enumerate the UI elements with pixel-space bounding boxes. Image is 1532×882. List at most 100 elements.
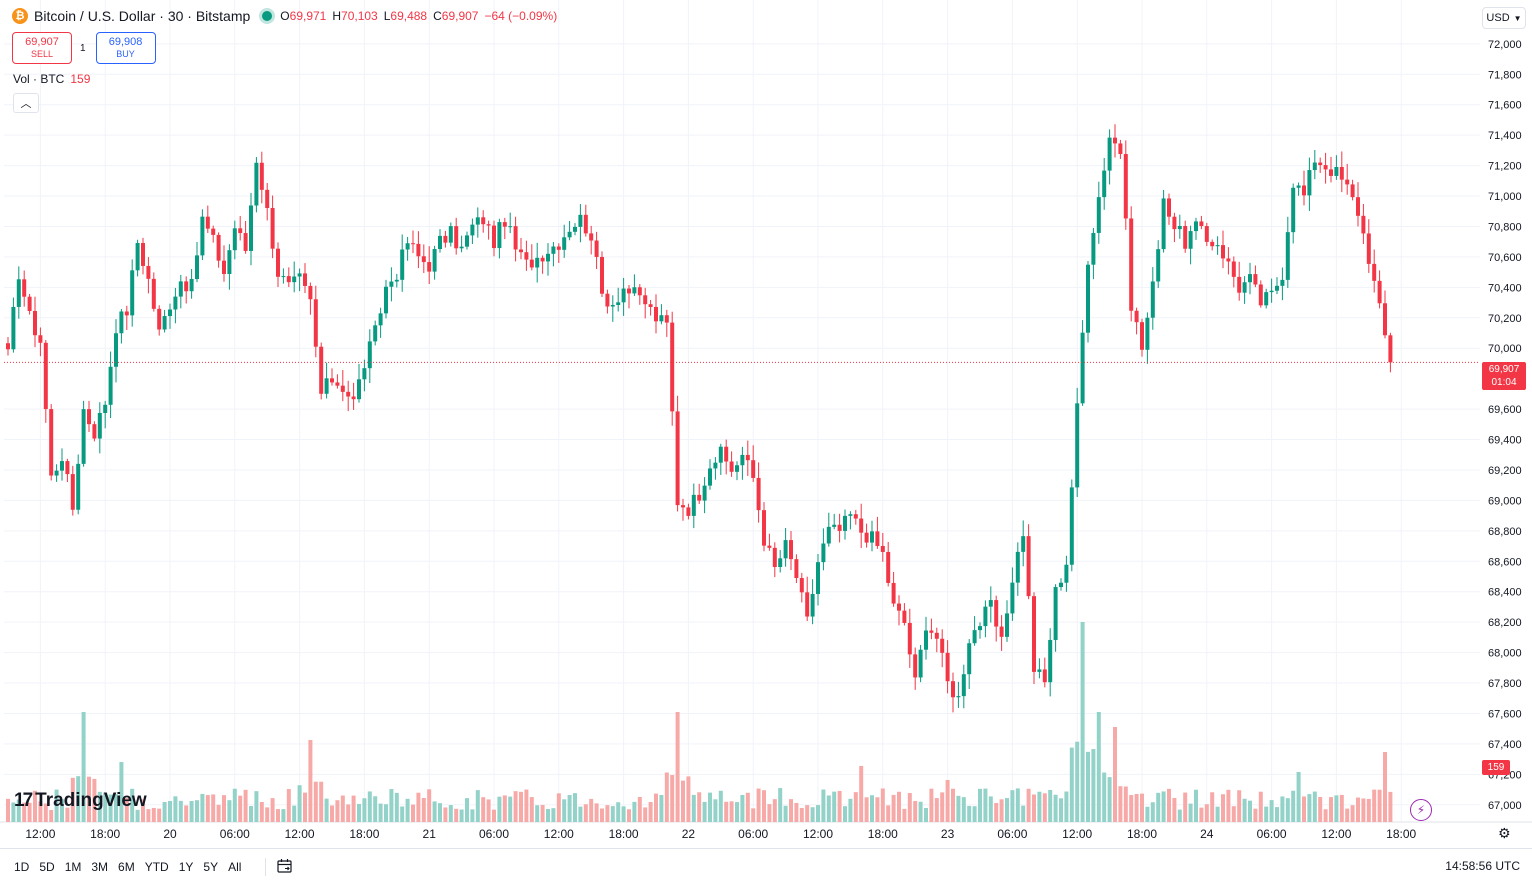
candle-body <box>189 279 194 292</box>
volume-bar <box>702 801 707 822</box>
candle-body <box>756 477 761 511</box>
range-6m[interactable]: 6M <box>118 860 135 874</box>
candle-body <box>6 343 10 350</box>
candle-body <box>697 494 702 501</box>
candle-body <box>421 256 426 263</box>
sell-price: 69,907 <box>25 36 59 48</box>
candle-body <box>16 279 21 307</box>
volume-bar <box>97 791 102 822</box>
candle-body <box>967 643 972 675</box>
market-open-icon <box>262 11 273 21</box>
candle-body <box>465 235 469 247</box>
range-ytd[interactable]: YTD <box>144 860 169 874</box>
settings-gear-icon[interactable]: ⚙ <box>1498 825 1511 841</box>
candle-body <box>934 632 939 639</box>
candle-body <box>38 335 43 343</box>
collapse-legend-button[interactable]: ︿ <box>13 93 39 113</box>
candle-body <box>151 278 156 309</box>
candle-body <box>1226 258 1231 262</box>
candle-body <box>691 494 696 516</box>
buy-button[interactable]: 69,908 BUY <box>95 32 156 64</box>
volume-bar <box>994 803 999 822</box>
volume-bar <box>303 792 307 822</box>
range-all[interactable]: All <box>228 860 242 874</box>
symbol-title[interactable]: Bitcoin / U.S. Dollar · 30 · Bitstamp <box>34 8 251 24</box>
candle-body <box>87 409 91 425</box>
volume-bar <box>114 794 118 822</box>
volume-bar <box>1010 790 1015 822</box>
candle-body <box>772 547 777 568</box>
y-tick-label: 71,400 <box>1488 130 1522 142</box>
range-5y[interactable]: 5Y <box>203 860 219 874</box>
candle-body <box>178 281 183 297</box>
volume-bar <box>1123 786 1128 822</box>
x-tick-label: 12:00 <box>803 827 833 841</box>
candle-body <box>940 638 945 653</box>
volume-bar <box>983 788 988 822</box>
volume-bar <box>1107 777 1112 822</box>
volume-bar <box>978 788 982 822</box>
candle-body <box>637 287 642 296</box>
candle-body <box>799 578 804 593</box>
candle-body <box>897 603 901 611</box>
candle-body <box>600 256 604 294</box>
candle-body <box>1113 137 1117 144</box>
candle-body <box>789 540 793 560</box>
candle-body <box>481 217 486 225</box>
range-buttons: 1D 5D 1M 3M 6M YTD 1Y 5Y All <box>10 858 245 876</box>
lightning-icon[interactable]: ⚡ <box>1410 799 1432 821</box>
volume-bar <box>1377 789 1382 822</box>
volume-bar <box>1204 804 1209 822</box>
volume-bar <box>691 794 696 822</box>
range-1d[interactable]: 1D <box>14 860 30 874</box>
volume-bar <box>789 799 793 822</box>
volume-bar <box>940 792 945 822</box>
sell-button[interactable]: 69,907 SELL <box>12 32 72 64</box>
volume-bar <box>637 796 642 822</box>
candle-body <box>778 558 783 568</box>
volume-bar <box>837 790 842 822</box>
candle-body <box>162 316 167 330</box>
currency-selector[interactable]: USD ▼ <box>1482 7 1526 29</box>
range-5d[interactable]: 5D <box>39 860 55 874</box>
y-tick-label: 70,200 <box>1488 313 1522 325</box>
volume-bar <box>195 800 199 822</box>
range-1m[interactable]: 1M <box>64 860 82 874</box>
volume-bar <box>141 799 145 822</box>
volume-bar <box>481 797 486 822</box>
volume-bar <box>1388 791 1393 822</box>
volume-value: 159 <box>70 72 91 86</box>
volume-bar <box>1253 808 1258 822</box>
candlestick-chart[interactable]: 72,000 71,800 71,600 71,400 71,200 71,000 70,8… <box>0 0 1532 848</box>
candle-body <box>81 409 86 464</box>
candle-body <box>346 391 351 397</box>
volume-bar <box>1302 796 1306 822</box>
volume-bar <box>610 806 615 822</box>
volume-bar <box>1269 800 1274 822</box>
y-tick-label: 67,800 <box>1488 678 1522 690</box>
candle-body <box>222 260 226 274</box>
volume-bar <box>546 808 550 822</box>
range-3m[interactable]: 3M <box>91 860 109 874</box>
volume-bar <box>151 807 156 822</box>
x-tick-label: 20 <box>163 827 177 841</box>
volume-bar <box>87 776 91 822</box>
candle-body <box>1129 218 1134 311</box>
candle-body <box>573 226 577 232</box>
volume-bar <box>1086 751 1090 822</box>
candle-body <box>702 485 707 501</box>
volume-bar <box>1080 622 1085 822</box>
volume-bar <box>848 798 853 822</box>
tradingview-logo[interactable]: 17 TradingView <box>14 790 147 812</box>
range-1y[interactable]: 1Y <box>178 860 194 874</box>
y-tick-label: 70,000 <box>1488 343 1522 355</box>
volume-bar <box>562 799 567 822</box>
volume-bar <box>330 805 334 822</box>
candle-body <box>1312 162 1317 171</box>
calendar-goto-icon[interactable] <box>276 857 294 875</box>
candle-body <box>902 610 907 623</box>
volume-bar <box>659 795 664 822</box>
volume-bar <box>1350 805 1355 822</box>
volume-bar <box>1188 803 1193 822</box>
